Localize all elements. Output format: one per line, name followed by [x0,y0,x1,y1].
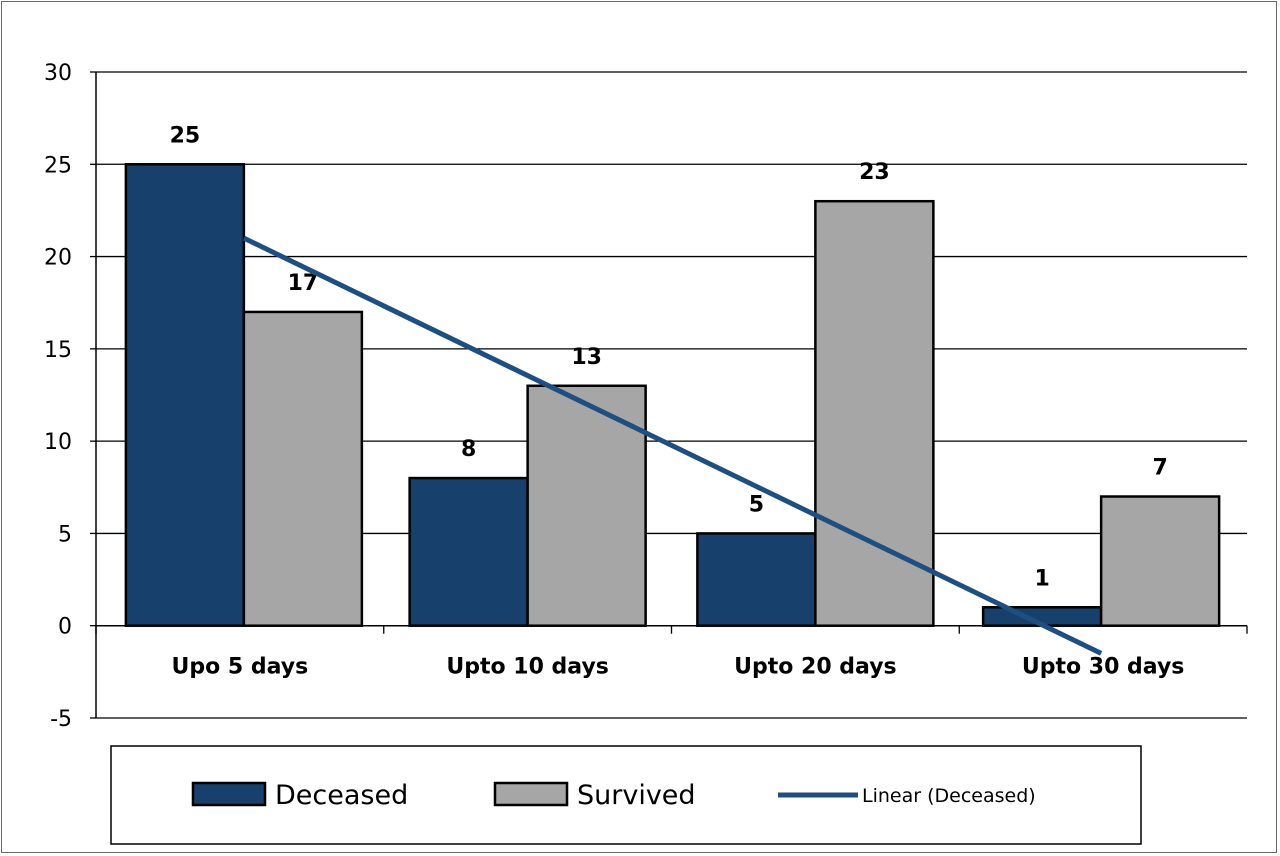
data-label-deceased: 8 [461,437,476,462]
y-tick-label: -5 [50,707,72,732]
data-label-deceased: 5 [749,492,764,517]
y-tick-label: 30 [44,61,72,86]
x-category-label: Upto 20 days [734,655,897,680]
data-label-survived: 13 [571,345,602,370]
bar-survived [814,199,935,627]
legend-label-trendline: Linear (Deceased) [862,785,1036,807]
bar-deceased [408,476,529,627]
bar-survived [242,310,364,627]
y-tick-label: 10 [44,430,72,455]
data-label-survived: 23 [859,160,890,185]
x-category-label: Upo 5 days [172,655,309,680]
legend-swatch-survived [493,781,569,807]
legend: Deceased Survived Linear (Deceased) [110,745,1142,845]
data-label-survived: 7 [1152,456,1167,481]
bar-deceased [124,163,246,627]
legend-label-deceased: Deceased [275,780,408,811]
x-axis-category-labels: Upo 5 days Upto 10 days Upto 20 days Upto 3… [172,655,1185,680]
gridlines [90,71,1247,719]
data-label-survived: 17 [288,271,319,296]
trendline-linear-deceased [242,235,1103,656]
y-axis-tick-labels: -5 0 5 10 15 20 25 30 [44,61,72,732]
legend-box [110,745,1142,845]
data-label-deceased: 25 [170,123,201,148]
bars [124,163,1221,627]
y-tick-label: 5 [58,522,72,547]
y-tick-label: 15 [44,338,72,363]
legend-label-survived: Survived [577,780,696,811]
y-tick-label: 25 [44,153,72,178]
trendline [242,235,1103,656]
x-category-label: Upto 30 days [1022,655,1185,680]
axes [95,72,1248,718]
bar-deceased [696,532,817,627]
y-tick-label: 0 [58,615,72,640]
data-label-deceased: 1 [1034,566,1049,591]
legend-swatch-deceased [191,781,267,807]
bar-survived [1099,495,1221,627]
x-category-label: Upto 10 days [446,655,609,680]
y-tick-label: 20 [44,246,72,271]
